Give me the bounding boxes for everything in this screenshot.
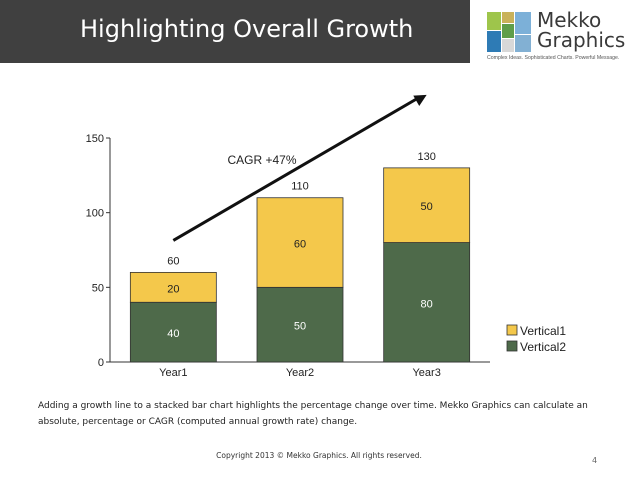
bar-value-label: 60 [294,239,306,251]
cagr-annotation: CAGR +47% [227,153,296,167]
page-title: Highlighting Overall Growth [80,15,414,43]
bar-segment-vertical1 [256,197,344,288]
bar-segment-vertical1 [383,167,471,243]
logo-word-mekko: Mekko [537,8,602,32]
mekko-logo: Mekko Graphics Complex Ideas. Sophistica… [487,8,632,64]
x-tick-label: Year2 [286,367,314,379]
bar-segment-vertical2 [256,286,344,363]
chart-caption: Adding a growth line to a stacked bar ch… [38,401,588,427]
growth-arrow-head [413,94,427,107]
logo-word-graphics: Graphics [537,28,626,52]
copyright-text: Copyright 2013 © Mekko Graphics. All rig… [216,451,422,460]
bar-total-label: 110 [291,181,309,193]
legend-label-vertical2: Vertical2 [520,340,566,354]
x-tick-label: Year1 [159,367,187,379]
stacked-bar-chart: 0 50 100 150 40 20 60 Year1 50 60 110 Year2 80 50 130 Y… [86,94,566,379]
bar-segment-vertical2 [383,242,471,363]
legend-swatch-vertical2 [506,340,518,352]
legend-label-vertical1: Vertical1 [520,324,566,338]
y-tick-label: 0 [98,357,104,369]
bar-total-label: 60 [167,255,179,267]
bar-value-label: 20 [167,283,179,295]
bar-value-label: 40 [167,328,179,340]
bar-value-label: 50 [421,201,433,213]
header-bar: Highlighting Overall Growth [0,0,470,63]
logo-tagline: Complex Ideas. Sophisticated Charts. Pow… [487,55,620,61]
bar-value-label: 80 [421,298,433,310]
logo-mark-icon [487,12,531,52]
y-tick-label: 100 [86,208,104,220]
x-tick-label: Year3 [412,367,440,379]
page-number: 4 [592,456,598,465]
y-tick-label: 150 [86,133,104,145]
y-tick-label: 50 [92,282,104,294]
bar-segment-vertical2 [129,301,217,363]
bar-total-label: 130 [417,151,435,163]
bar-value-label: 50 [294,321,306,333]
bar-segment-vertical1 [129,271,217,303]
legend-swatch-vertical1 [506,324,518,336]
growth-arrow-line [172,97,418,242]
